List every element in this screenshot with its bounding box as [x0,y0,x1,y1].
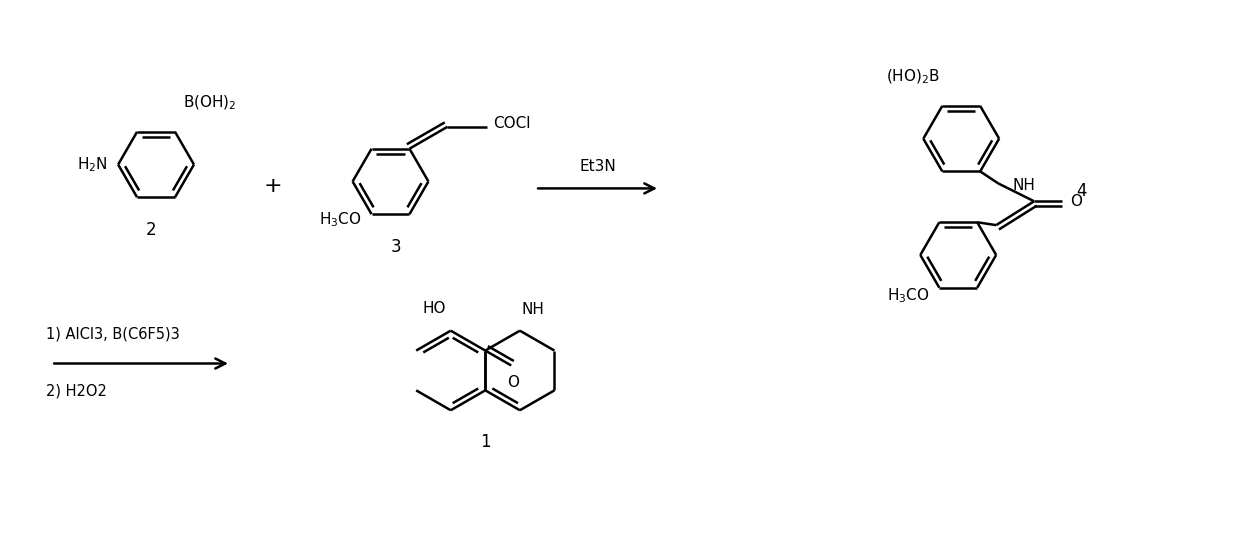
Text: NH: NH [522,302,544,317]
Text: NH: NH [1012,178,1035,193]
Text: (HO)$_2$B: (HO)$_2$B [887,68,940,86]
Text: 4: 4 [1076,182,1087,200]
Text: 2) H2O2: 2) H2O2 [46,383,107,398]
Text: Et3N: Et3N [579,159,616,174]
Text: H$_2$N: H$_2$N [77,155,108,174]
Text: 1) AlCl3, B(C6F5)3: 1) AlCl3, B(C6F5)3 [46,326,180,341]
Text: O: O [507,375,520,390]
Text: HO: HO [423,301,445,316]
Text: 3: 3 [391,238,401,256]
Text: COCl: COCl [494,116,531,131]
Text: B(OH)$_2$: B(OH)$_2$ [184,93,237,112]
Text: +: + [263,176,281,196]
Text: O: O [1070,193,1083,209]
Text: H$_3$CO: H$_3$CO [319,210,362,228]
Text: 2: 2 [146,221,156,239]
Text: H$_3$CO: H$_3$CO [887,286,929,305]
Text: 1: 1 [480,433,491,451]
